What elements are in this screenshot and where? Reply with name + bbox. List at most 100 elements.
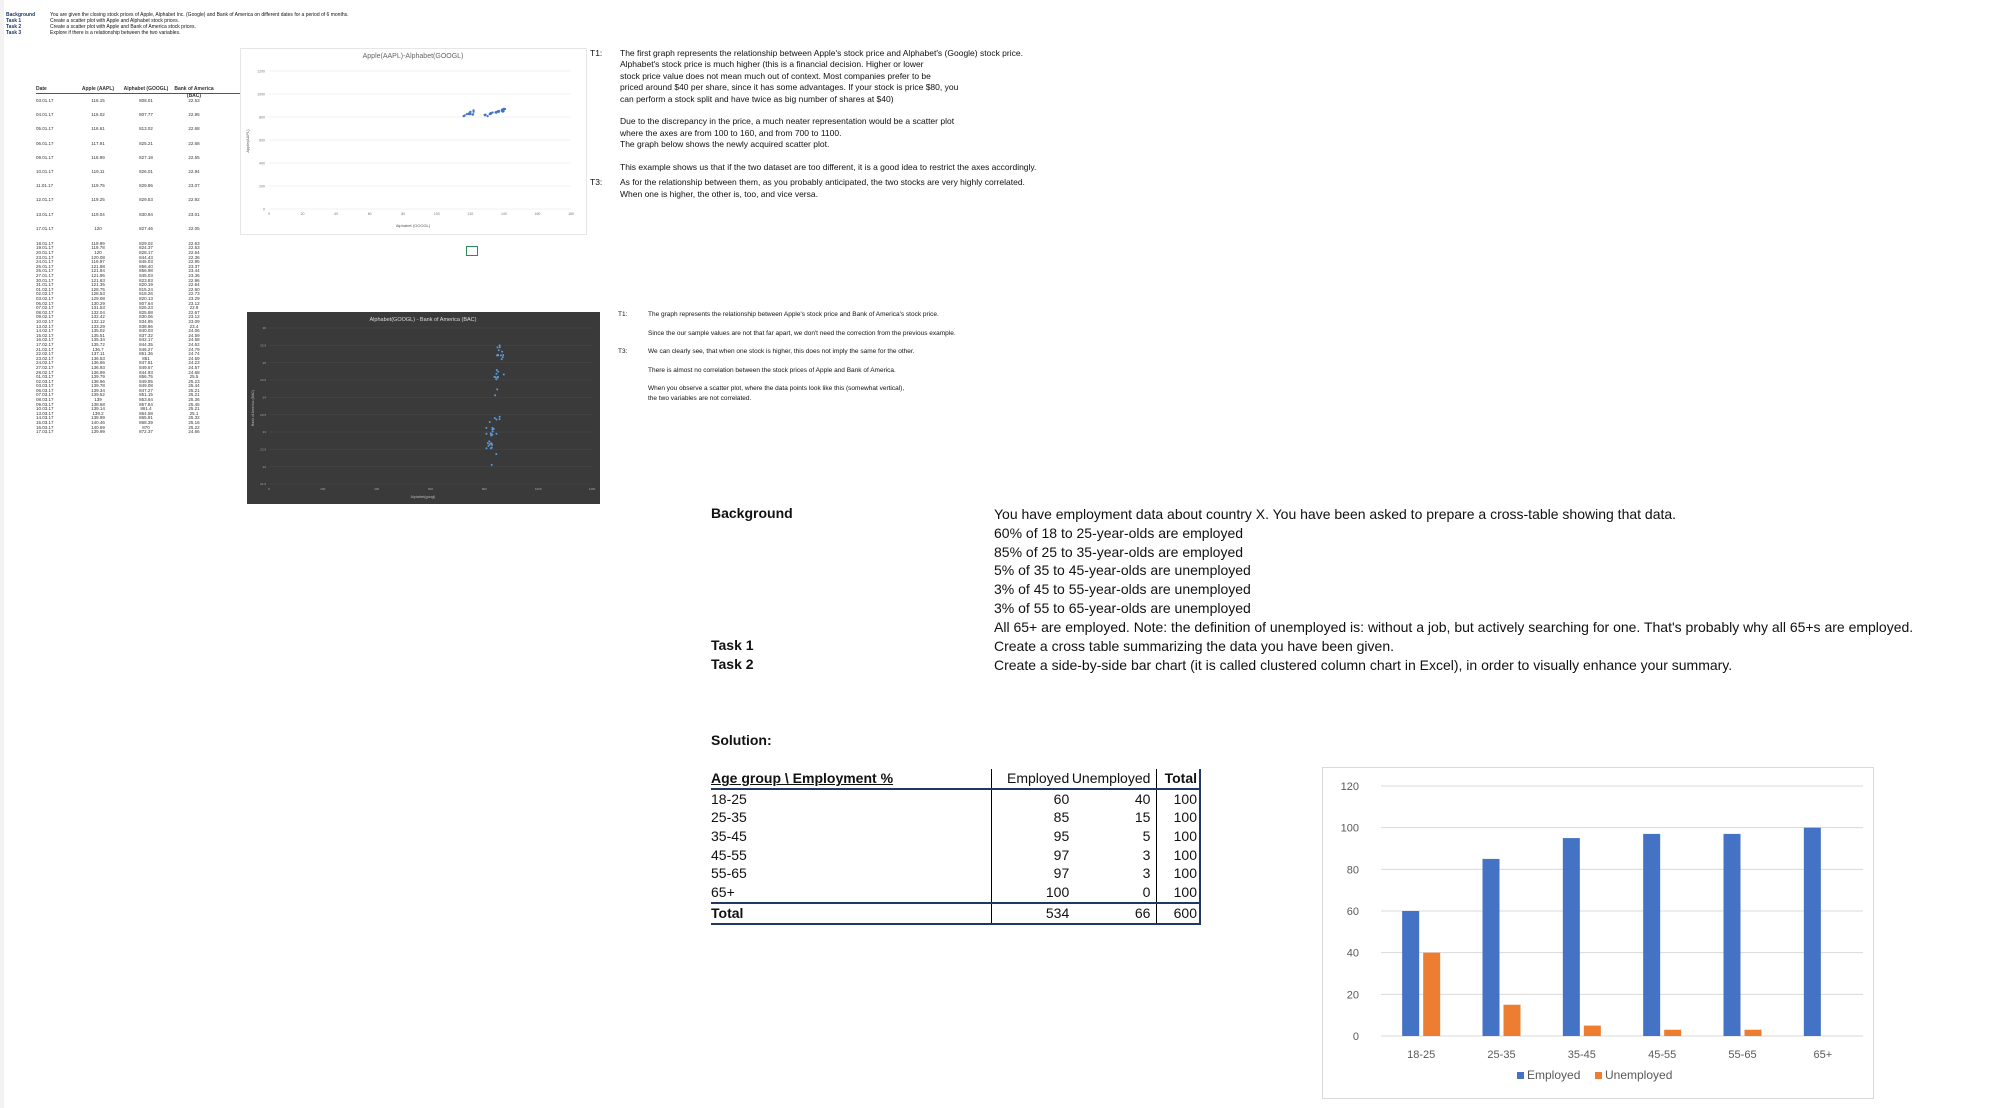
notes2-t3-label: T3: <box>618 348 628 355</box>
stock-cell: 25.21 <box>188 387 200 393</box>
stock-cell: 870 <box>142 424 150 430</box>
notes1-t1-text: The first graph represents the relations… <box>620 48 1036 173</box>
bar-y-tick: 100 <box>1341 823 1359 835</box>
chart2-point <box>489 432 492 435</box>
stock-cell: 02.03.17 <box>36 378 54 384</box>
stock-row: 11.01.17 119.75 829.86 23.07 <box>36 179 246 193</box>
stock-row: 13.01.17 119.04 830.94 23.01 <box>36 208 246 222</box>
stock-cell: 13.02.17 <box>36 323 54 329</box>
note-line: As for the relationship between them, as… <box>620 177 1025 188</box>
bar-employed[interactable] <box>1723 833 1741 1036</box>
stock-cell: 28.02.17 <box>36 369 54 375</box>
stock-cell: 129.08 <box>91 296 105 301</box>
bar-employed[interactable] <box>1482 858 1500 1036</box>
bar-unemployed[interactable] <box>1583 1025 1601 1036</box>
stock-cell: 22.36 <box>188 254 200 260</box>
stock-cell: 25.32 <box>188 415 200 421</box>
stock-cell: 22.55 <box>188 154 200 160</box>
chart2-point <box>500 358 503 361</box>
bar-unemployed[interactable] <box>1423 952 1441 1036</box>
stock-row: 03.02.17 129.08 820.13 23.29 <box>36 296 246 302</box>
stock-cell: 116.02 <box>91 112 105 118</box>
chart2-point <box>494 376 497 379</box>
stock-row: 23.02.17 136.53 851 24.59 <box>36 356 246 362</box>
employment-cross-table: Age group \ Employment % Employed Unempl… <box>711 769 1201 925</box>
stock-cell: 19.01.17 <box>36 245 54 251</box>
bar-unemployed[interactable] <box>1503 1004 1521 1036</box>
stock-cell: 825.23 <box>139 305 153 311</box>
stock-cell: 119.04 <box>91 211 105 217</box>
stock-row: 26.01.17 121.94 856.98 23.44 <box>36 269 246 274</box>
stock-cell: 22.96 <box>188 277 200 283</box>
chart1-y-tick: 800 <box>259 116 265 120</box>
chart2-y-tick: 23.5 <box>260 413 266 417</box>
table-cell: 95 <box>991 827 1071 846</box>
stock-row: 03.01.17 116.15 808.01 22.53 <box>36 94 246 108</box>
stock-cell: 830.94 <box>139 211 153 217</box>
chart2-x-tick: 400 <box>374 487 379 491</box>
chart2-x-tick: 0 <box>268 487 270 491</box>
chart2-point <box>489 447 492 450</box>
table-row: 25-35 85 15 100 <box>711 808 1201 828</box>
bar-unemployed[interactable] <box>1744 1029 1762 1036</box>
stock-cell: 119.25 <box>91 197 105 203</box>
stock-cell: 135.72 <box>91 341 105 347</box>
bar-employed[interactable] <box>1803 827 1821 1036</box>
stock-row: 06.03.17 139.34 847.27 25.21 <box>36 387 246 394</box>
stock-cell: 13.03.17 <box>36 410 54 416</box>
stock-row: 15.03.17 140.46 868.39 25.16 <box>36 420 246 426</box>
bar-employed[interactable] <box>1402 911 1420 1036</box>
chart1-y-tick: 1200 <box>257 70 265 74</box>
stock-row: 13.02.17 133.29 838.96 23.4 <box>36 323 246 330</box>
note-line: Due to the discrepancy in the price, a m… <box>620 116 955 127</box>
chart1-svg: Apple(AAPL)-Alphabet(GOOGL) Apple(AAPL) … <box>245 53 574 228</box>
stock-cell: 120.08 <box>91 254 105 260</box>
chart2-y-tick: 22 <box>263 465 267 469</box>
cross-table-total-row: Total 534 66 600 <box>711 901 1201 925</box>
stock-cell: 18.01.17 <box>36 240 54 246</box>
chart1-y-tick: 400 <box>259 162 265 166</box>
bar-unemployed[interactable] <box>1664 1029 1682 1036</box>
stock-cell: 132.04 <box>91 309 105 315</box>
stock-cell: 26.01.17 <box>36 268 54 274</box>
chart2-point <box>487 444 490 447</box>
bar-employed[interactable] <box>1562 838 1580 1036</box>
table-cell: 3 <box>1071 845 1158 865</box>
chart-resize-handle[interactable] <box>466 246 478 256</box>
chart1-point <box>489 111 492 115</box>
stock-cell: 23.12 <box>188 314 200 320</box>
chart1-notes: T1: The first graph represents the relat… <box>590 48 1036 200</box>
table-cell: 100 <box>1157 789 1201 809</box>
bar-employed[interactable] <box>1643 833 1661 1036</box>
stock-cell: 837.32 <box>139 332 153 338</box>
chart2-point <box>495 453 498 456</box>
stock-cell: 825.88 <box>139 309 153 315</box>
stock-row: 20.01.17 120 828.17 22.64 <box>36 250 246 256</box>
note-line: can perform a stock split and have twice… <box>620 93 894 104</box>
stock-cell: 128.53 <box>91 291 105 297</box>
stock-cell: 20.01.17 <box>36 250 54 256</box>
apple-alphabet-scatter-chart[interactable]: Apple(AAPL)-Alphabet(GOOGL) Apple(AAPL) … <box>240 48 587 235</box>
stock-cell: 829.53 <box>139 197 153 203</box>
note-line: You have employment data about country X… <box>994 506 1677 522</box>
stock-row: 08.03.17 139 853.64 25.36 <box>36 397 246 403</box>
stock-row: 16.02.17 135.34 842.17 24.58 <box>36 338 246 343</box>
chart2-point <box>490 442 493 445</box>
chart2-point <box>498 344 501 347</box>
solution-label: Solution: <box>711 732 772 748</box>
chart2-y-tick: 23 <box>263 430 267 434</box>
employment-bar-chart[interactable]: 0 20 40 60 80 100 120 18-25 25-35 35-45 45-55 55-65… <box>1322 767 1874 1099</box>
employment-background-label: Background <box>711 505 793 521</box>
stock-cell: 25.23 <box>188 378 200 384</box>
chart1-point <box>469 112 472 115</box>
chart2-point <box>495 372 498 375</box>
chart1-title: Apple(AAPL)-Alphabet(GOOGL) <box>363 53 464 60</box>
vertical-scrollbar[interactable] <box>0 0 4 1108</box>
alphabet-bac-scatter-chart[interactable]: Alphabet(GOOGL) - Bank of America (BAC) … <box>247 312 600 504</box>
table-cell: 45-55 <box>711 846 747 863</box>
bar-y-tick: 0 <box>1353 1031 1359 1043</box>
stock-cell: 06.02.17 <box>36 300 54 306</box>
stock-row: 21.02.17 136.7 846.27 24.79 <box>36 347 246 353</box>
stock-row: 17.02.17 135.72 844.35 24.52 <box>36 341 246 348</box>
stock-cell: 820.19 <box>139 282 153 288</box>
